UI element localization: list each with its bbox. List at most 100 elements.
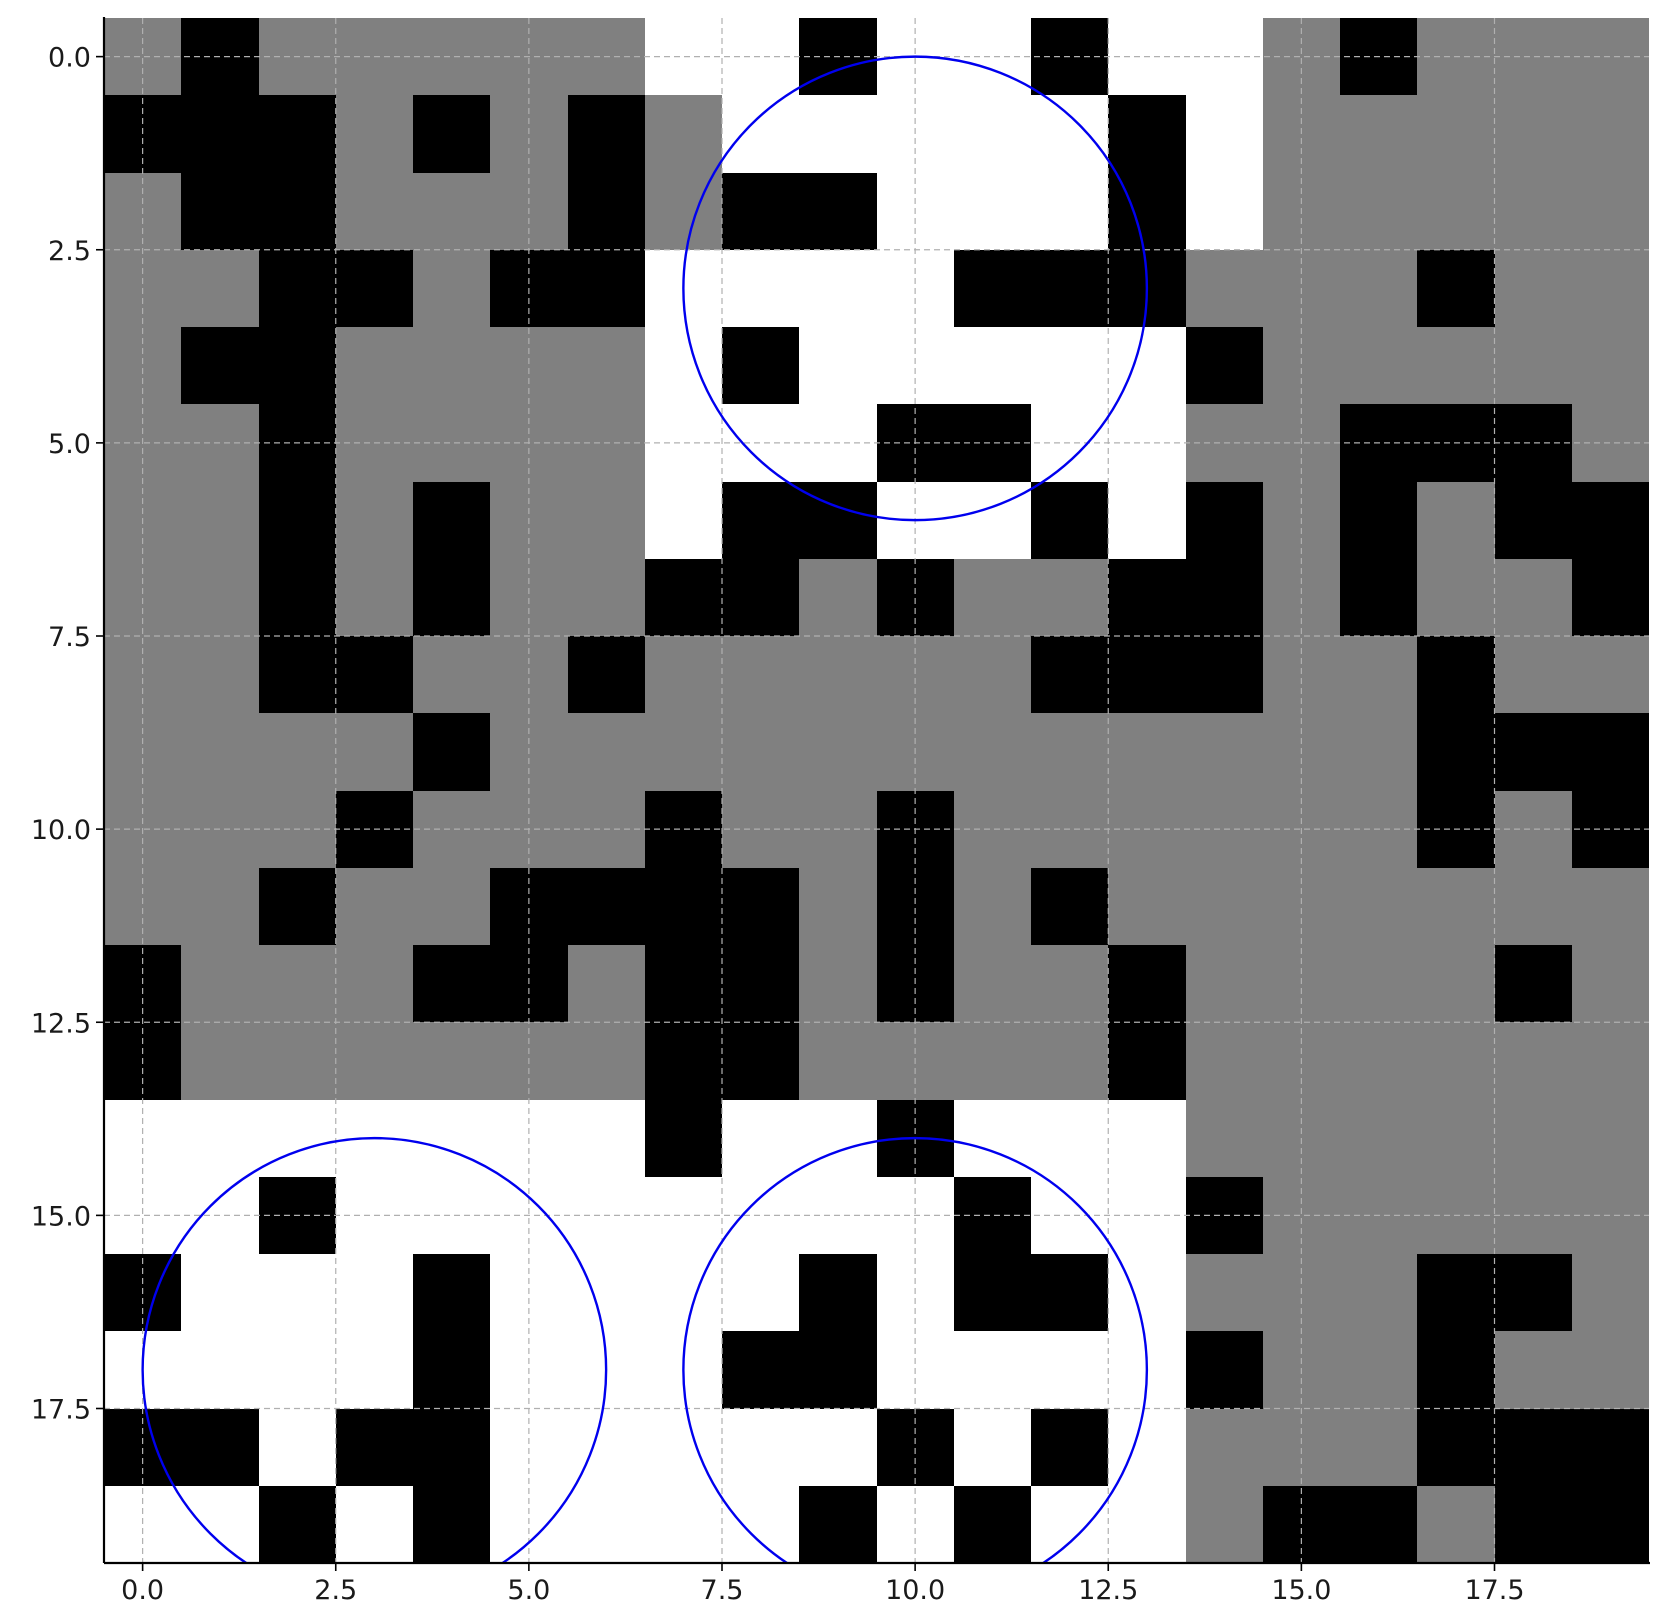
heatmap-cell-r8-c8 xyxy=(722,636,799,713)
heatmap-cell-r6-c11 xyxy=(954,482,1031,559)
heatmap-cell-r11-c19 xyxy=(1572,868,1649,945)
heatmap-cell-r13-c14 xyxy=(1186,1022,1263,1100)
heatmap-cell-r8-c2 xyxy=(259,636,336,713)
heatmap-cell-r16-c9 xyxy=(799,1254,877,1331)
heatmap-cell-r18-c6 xyxy=(568,1409,645,1486)
heatmap-cell-r18-c2 xyxy=(259,1409,336,1486)
heatmap-cell-r13-c8 xyxy=(722,1022,799,1100)
heatmap-cell-r1-c1 xyxy=(181,95,259,173)
axes xyxy=(102,17,1650,1565)
heatmap-cell-r17-c8 xyxy=(722,1331,799,1409)
heatmap-cell-r17-c2 xyxy=(259,1331,336,1409)
heatmap-cell-r1-c4 xyxy=(413,95,490,173)
heatmap-cell-r12-c19 xyxy=(1572,945,1649,1022)
heatmap-cell-r9-c11 xyxy=(954,713,1031,791)
heatmap-cell-r2-c8 xyxy=(722,173,799,250)
heatmap-cell-r1-c6 xyxy=(568,95,645,173)
heatmap-cell-r6-c4 xyxy=(413,482,490,559)
heatmap-cell-r2-c4 xyxy=(413,173,490,250)
heatmap-cell-r16-c17 xyxy=(1417,1254,1495,1331)
heatmap-cell-r7-c17 xyxy=(1417,559,1495,636)
heatmap-cell-r18-c17 xyxy=(1417,1409,1495,1486)
heatmap-cell-r8-c6 xyxy=(568,636,645,713)
heatmap-cell-r1-c18 xyxy=(1495,95,1572,173)
heatmap-cell-r7-c1 xyxy=(181,559,259,636)
heatmap-cell-r13-c16 xyxy=(1340,1022,1417,1100)
heatmap-cell-r17-c18 xyxy=(1495,1331,1572,1409)
heatmap-cell-r12-c18 xyxy=(1495,945,1572,1022)
heatmap-cell-r19-c9 xyxy=(799,1486,877,1563)
heatmap-cell-r9-c19 xyxy=(1572,713,1649,791)
x-tick-label: 2.5 xyxy=(314,1575,357,1606)
heatmap-cell-r3-c1 xyxy=(181,250,259,327)
heatmap-cell-r12-c17 xyxy=(1417,945,1495,1022)
heatmap-cell-r14-c12 xyxy=(1031,1100,1108,1177)
heatmap-cell-r4-c9 xyxy=(799,327,877,404)
heatmap-cell-r18-c12 xyxy=(1031,1409,1108,1486)
heatmap-cell-r8-c4 xyxy=(413,636,490,713)
circle-overlay-2 xyxy=(682,1136,1149,1563)
heatmap-cell-r16-c1 xyxy=(181,1254,259,1331)
heatmap-cell-r18-c13 xyxy=(1108,1409,1186,1486)
heatmap-cell-r12-c13 xyxy=(1108,945,1186,1022)
heatmap-cell-r16-c3 xyxy=(336,1254,413,1331)
heatmap-cell-r18-c7 xyxy=(645,1409,722,1486)
heatmap-cell-r9-c12 xyxy=(1031,713,1108,791)
heatmap-cell-r2-c16 xyxy=(1340,173,1417,250)
y-tick-label: 5.0 xyxy=(48,429,91,460)
heatmap-cell-r2-c3 xyxy=(336,173,413,250)
heatmap-cell-r11-c14 xyxy=(1186,868,1263,945)
heatmap-cell-r19-c2 xyxy=(259,1486,336,1563)
heatmap-cell-r3-c11 xyxy=(954,250,1031,327)
heatmap-cell-r4-c17 xyxy=(1417,327,1495,404)
x-tick-label: 15.0 xyxy=(1271,1575,1331,1606)
heatmap-cell-r11-c6 xyxy=(568,868,645,945)
heatmap-cell-r19-c1 xyxy=(181,1486,259,1563)
heatmap-cell-r18-c14 xyxy=(1186,1409,1263,1486)
heatmap-cell-r13-c12 xyxy=(1031,1022,1108,1100)
heatmap-cell-r14-c2 xyxy=(259,1100,336,1177)
heatmap-cell-r18-c8 xyxy=(722,1409,799,1486)
heatmap-cell-r16-c2 xyxy=(259,1254,336,1331)
heatmap-cell-r11-c3 xyxy=(336,868,413,945)
heatmap-cell-r17-c11 xyxy=(954,1331,1031,1409)
heatmap-cell-r7-c6 xyxy=(568,559,645,636)
heatmap-cell-r12-c12 xyxy=(1031,945,1108,1022)
heatmap-cell-r8-c12 xyxy=(1031,636,1108,713)
heatmap-cell-r9-c13 xyxy=(1108,713,1186,791)
heatmap-cell-r16-c16 xyxy=(1340,1254,1417,1331)
heatmap-cell-r19-c16 xyxy=(1340,1486,1417,1563)
heatmap-cell-r18-c16 xyxy=(1340,1409,1417,1486)
heatmap-cell-r16-c4 xyxy=(413,1254,490,1331)
heatmap-cell-r11-c4 xyxy=(413,868,490,945)
heatmap-cell-r9-c7 xyxy=(645,713,722,791)
heatmap-cell-r19-c4 xyxy=(413,1486,490,1563)
heatmap-cell-r1-c19 xyxy=(1572,95,1649,173)
heatmap-cell-r1-c8 xyxy=(722,95,799,173)
heatmap-cell-r8-c11 xyxy=(954,636,1031,713)
heatmap-cell-r3-c2 xyxy=(259,250,336,327)
heatmap-cell-r19-c7 xyxy=(645,1486,722,1563)
heatmap-cell-r14-c8 xyxy=(722,1100,799,1177)
heatmap-cell-r2-c12 xyxy=(1031,173,1108,250)
heatmap-cell-r7-c7 xyxy=(645,559,722,636)
heatmap-cell-r2-c2 xyxy=(259,173,336,250)
heatmap-cell-r8-c7 xyxy=(645,636,722,713)
heatmap-cell-r3-c18 xyxy=(1495,250,1572,327)
heatmap-cell-r13-c19 xyxy=(1572,1022,1649,1100)
heatmap-cell-r18-c19 xyxy=(1572,1409,1649,1486)
heatmap-cell-r11-c11 xyxy=(954,868,1031,945)
heatmap-cell-r14-c16 xyxy=(1340,1100,1417,1177)
heatmap-cell-r17-c4 xyxy=(413,1331,490,1409)
heatmap-cell-r12-c14 xyxy=(1186,945,1263,1022)
heatmap-cell-r2-c17 xyxy=(1417,173,1495,250)
heatmap-cell-r17-c19 xyxy=(1572,1331,1649,1409)
heatmap-cell-r14-c9 xyxy=(799,1100,877,1177)
heatmap-cell-r1-c12 xyxy=(1031,95,1108,173)
heatmap-cell-r4-c18 xyxy=(1495,327,1572,404)
heatmap-cell-r12-c9 xyxy=(799,945,877,1022)
heatmap-cell-r6-c8 xyxy=(722,482,799,559)
heatmap-cell-r3-c16 xyxy=(1340,250,1417,327)
circle-overlay-1 xyxy=(141,1136,608,1563)
